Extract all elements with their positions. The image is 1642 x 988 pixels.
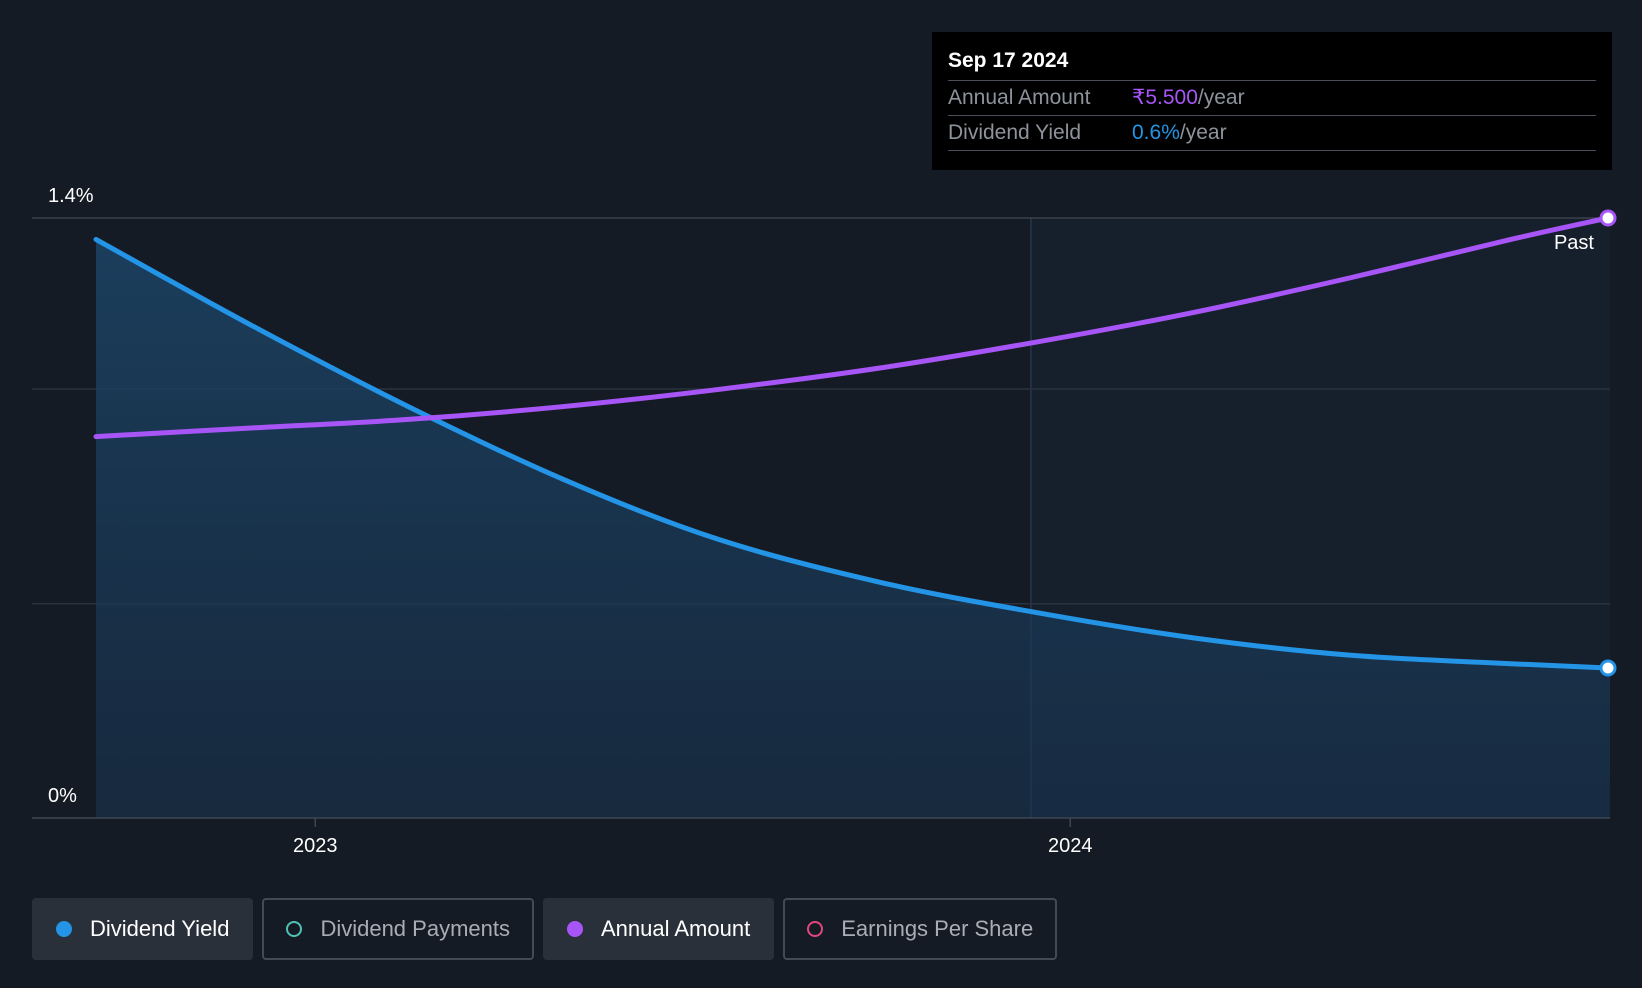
tooltip-unit: /year bbox=[1197, 86, 1245, 109]
legend-dot-icon bbox=[286, 921, 303, 937]
legend-dot-icon bbox=[566, 921, 583, 937]
legend-item-dividend-payments[interactable]: Dividend Payments bbox=[262, 898, 534, 960]
legend-label: Dividend Payments bbox=[320, 916, 510, 941]
tooltip-unit: /year bbox=[1179, 121, 1227, 144]
tooltip-value: 0.6% bbox=[1132, 121, 1180, 144]
legend-item-annual-amount[interactable]: Annual Amount bbox=[542, 898, 775, 960]
tooltip-date: Sep 17 2024 bbox=[948, 49, 1069, 72]
legend: Dividend Yield Dividend Payments Annual … bbox=[32, 898, 1058, 960]
tooltip-row-annual-amount: Annual Amount ₹5.500 /year bbox=[948, 80, 1596, 115]
legend-label: Dividend Yield bbox=[90, 916, 230, 941]
legend-dot-icon bbox=[56, 921, 72, 937]
y-tick-label-min: 0% bbox=[48, 785, 77, 807]
x-tick-label: 2024 bbox=[1048, 835, 1093, 857]
legend-dot-icon bbox=[807, 921, 824, 937]
x-tick-label: 2023 bbox=[293, 835, 338, 857]
tooltip: Sep 17 2024 Annual Amount ₹5.500 /year D… bbox=[932, 32, 1612, 170]
legend-item-dividend-yield[interactable]: Dividend Yield bbox=[32, 898, 254, 960]
tooltip-row-dividend-yield: Dividend Yield 0.6% /year bbox=[948, 115, 1596, 151]
legend-item-earnings-per-share[interactable]: Earnings Per Share bbox=[783, 898, 1058, 960]
dividend-yield-line bbox=[93, 236, 1611, 671]
tooltip-value: ₹5.500 bbox=[1132, 86, 1198, 109]
tooltip-label: Annual Amount bbox=[948, 86, 1091, 109]
legend-label: Annual Amount bbox=[600, 916, 751, 941]
dividend-yield-end-point bbox=[1599, 659, 1617, 677]
legend-label: Earnings Per Share bbox=[841, 916, 1034, 941]
dividend-yield-area bbox=[96, 239, 1610, 818]
past-label: Past bbox=[1554, 232, 1594, 254]
y-tick-label-max: 1.4% bbox=[48, 185, 94, 207]
annual-amount-end-point bbox=[1599, 209, 1617, 227]
tooltip-label: Dividend Yield bbox=[948, 121, 1082, 144]
annual-amount-line bbox=[93, 215, 1611, 440]
